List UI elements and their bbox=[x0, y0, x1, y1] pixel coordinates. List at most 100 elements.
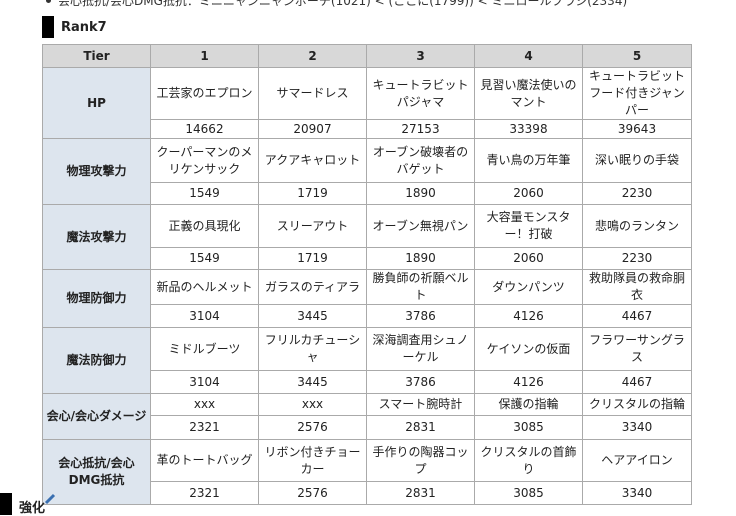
item-cell: クリスタルの指輪 bbox=[582, 393, 692, 416]
value-cell: 3104 bbox=[150, 304, 259, 328]
header-cell: 2 bbox=[258, 44, 367, 68]
value-row: 2321 2576 2831 3085 3340 bbox=[43, 481, 692, 505]
item-cell: リボン付きチョーカー bbox=[258, 439, 367, 482]
item-cell: 革のトートバッグ bbox=[150, 439, 259, 482]
item-cell: クーパーマンのメリケンサック bbox=[150, 138, 259, 183]
item-cell: ヘアアイロン bbox=[582, 439, 692, 482]
item-row: 魔法防御力 ミドルブーツ フリルカチューシャ 深海調査用シュノーケル ケイソンの仮面 フラ… bbox=[42, 327, 692, 394]
top-note: 会心抵抗/会心DMG抵抗：ミニニャンニャンポーチ(1021) < (ここに(17… bbox=[45, 0, 627, 9]
item-cell: 手作りの陶器コップ bbox=[366, 439, 475, 482]
item-cell: クリスタルの首飾り bbox=[474, 439, 583, 482]
section-title-text: Rank7 bbox=[61, 20, 107, 35]
item-cell: フリルカチューシャ bbox=[258, 327, 367, 371]
value-cell: 1890 bbox=[366, 182, 475, 205]
value-cell: 2321 bbox=[150, 415, 259, 440]
value-cell: 2831 bbox=[366, 415, 475, 440]
item-cell: スリーアウト bbox=[258, 204, 367, 248]
item-cell: 勝負師の祈願ベルト bbox=[366, 269, 475, 305]
item-cell: 悲鳴のランタン bbox=[582, 204, 692, 248]
value-cell: 27153 bbox=[366, 119, 475, 139]
tier-label: 会心抵抗/会心DMG抵抗 bbox=[42, 439, 151, 505]
item-cell: xxx bbox=[150, 393, 259, 416]
value-cell: 3786 bbox=[366, 370, 475, 394]
item-cell: ミドルブーツ bbox=[150, 327, 259, 371]
value-cell: 2060 bbox=[474, 182, 583, 205]
value-cell: 1719 bbox=[258, 247, 367, 270]
value-cell: 3786 bbox=[366, 304, 475, 328]
item-row: 物理攻撃力 クーパーマンのメリケンサック アクアキャロット オーブン破壊者のバゲット青… bbox=[42, 138, 692, 205]
value-cell: 4126 bbox=[474, 370, 583, 394]
item-cell: 救助隊員の救命胴衣 bbox=[582, 269, 692, 305]
value-cell: 4467 bbox=[582, 370, 692, 394]
header-cell: 5 bbox=[582, 44, 692, 68]
value-cell: 3085 bbox=[474, 415, 583, 440]
header-cell: 1 bbox=[150, 44, 259, 68]
item-row: 物理防御力 新品のヘルメット ガラスのティアラ 勝負師の祈願ベルト ダウンパンツ 救助隊員… bbox=[42, 269, 692, 328]
header-cell: 4 bbox=[474, 44, 583, 68]
value-row: 14662 20907 27153 33398 39643 bbox=[43, 119, 692, 139]
item-cell: アクアキャロット bbox=[258, 138, 367, 183]
heading-bar bbox=[0, 493, 12, 515]
item-cell: キュートラビットフード付きジャンパー bbox=[582, 67, 692, 120]
value-cell: 20907 bbox=[258, 119, 367, 139]
value-row: 2321 2576 2831 3085 3340 bbox=[43, 415, 692, 440]
item-cell: 正義の具現化 bbox=[150, 204, 259, 248]
tier-label: 物理防御力 bbox=[42, 269, 151, 328]
value-cell: 39643 bbox=[582, 119, 692, 139]
item-cell: キュートラビットパジャマ bbox=[366, 67, 475, 120]
rank-table: Tier 1 2 3 4 5 HP 工芸家のエプロン サマードレス キュートラビットパジャマ 見習… bbox=[42, 44, 692, 505]
item-cell: ダウンパンツ bbox=[474, 269, 583, 305]
value-cell: 2230 bbox=[582, 182, 692, 205]
item-cell: 大容量モンスター！打破 bbox=[474, 204, 583, 248]
value-cell: 4126 bbox=[474, 304, 583, 328]
header-row: Tier 1 2 3 4 5 bbox=[42, 44, 692, 68]
value-cell: 33398 bbox=[474, 119, 583, 139]
edit-icon[interactable] bbox=[44, 493, 56, 505]
tier-label: 魔法攻撃力 bbox=[42, 204, 151, 270]
tier-label: 魔法防御力 bbox=[42, 327, 151, 394]
value-cell: 2831 bbox=[366, 481, 475, 505]
value-cell: 3340 bbox=[582, 415, 692, 440]
value-row: 3104 3445 3786 4126 4467 bbox=[43, 370, 692, 394]
item-cell: 見習い魔法使いのマント bbox=[474, 67, 583, 120]
value-cell: 1549 bbox=[150, 247, 259, 270]
header-cell: Tier bbox=[42, 44, 151, 68]
tier-label: 物理攻撃力 bbox=[42, 138, 151, 205]
section-title: Rank7 bbox=[42, 16, 107, 38]
value-cell: 1719 bbox=[258, 182, 367, 205]
value-cell: 1890 bbox=[366, 247, 475, 270]
item-cell: スマート腕時計 bbox=[366, 393, 475, 416]
value-cell: 2576 bbox=[258, 415, 367, 440]
value-cell: 3445 bbox=[258, 370, 367, 394]
value-cell: 2321 bbox=[150, 481, 259, 505]
item-cell: 青い鳥の万年筆 bbox=[474, 138, 583, 183]
item-row: 会心/会心ダメージ xxx xxx スマート腕時計 保護の指輪 クリスタルの指輪 bbox=[42, 393, 692, 440]
next-section-text: 強化 bbox=[19, 501, 46, 516]
tier-label: HP bbox=[42, 67, 151, 139]
heading-bar bbox=[42, 16, 54, 38]
value-cell: 1549 bbox=[150, 182, 259, 205]
item-cell: 深い眠りの手袋 bbox=[582, 138, 692, 183]
item-cell: ガラスのティアラ bbox=[258, 269, 367, 305]
item-cell: 保護の指輪 bbox=[474, 393, 583, 416]
value-cell: 14662 bbox=[150, 119, 259, 139]
value-cell: 3104 bbox=[150, 370, 259, 394]
item-row: HP 工芸家のエプロン サマードレス キュートラビットパジャマ 見習い魔法使いのマントキ… bbox=[42, 67, 692, 139]
item-cell: 新品のヘルメット bbox=[150, 269, 259, 305]
table-body: HP 工芸家のエプロン サマードレス キュートラビットパジャマ 見習い魔法使いのマントキ… bbox=[42, 67, 692, 505]
value-cell: 2060 bbox=[474, 247, 583, 270]
item-cell: フラワーサングラス bbox=[582, 327, 692, 371]
value-cell: 3085 bbox=[474, 481, 583, 505]
item-cell: ケイソンの仮面 bbox=[474, 327, 583, 371]
item-row: 会心抵抗/会心DMG抵抗 革のトートバッグ リボン付きチョーカー 手作りの陶器コップク… bbox=[42, 439, 692, 505]
value-cell: 2576 bbox=[258, 481, 367, 505]
item-cell: サマードレス bbox=[258, 67, 367, 120]
item-cell: 工芸家のエプロン bbox=[150, 67, 259, 120]
header-cell: 3 bbox=[366, 44, 475, 68]
next-section: 強化 bbox=[0, 493, 56, 516]
value-cell: 3445 bbox=[258, 304, 367, 328]
tier-label: 会心/会心ダメージ bbox=[42, 393, 151, 440]
item-cell: 深海調査用シュノーケル bbox=[366, 327, 475, 371]
value-cell: 3340 bbox=[582, 481, 692, 505]
